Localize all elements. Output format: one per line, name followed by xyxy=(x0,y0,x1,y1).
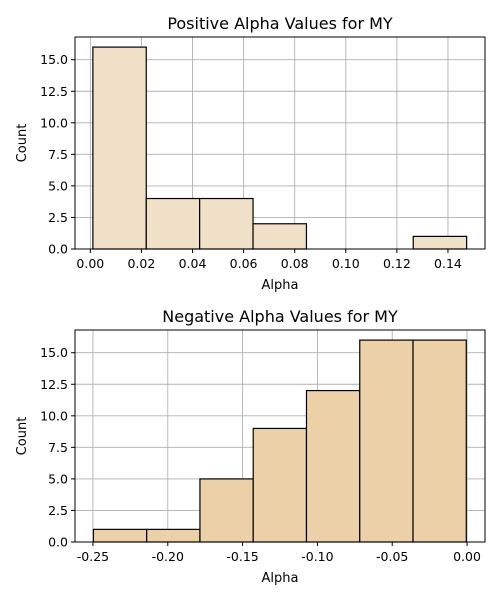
chart-1-x-tick-label: 0.14 xyxy=(434,256,462,271)
chart-1: 0.00 0.02 0.04 0.06 0.08 0.10 0.12 0.14 0.0 2.5 5.… xyxy=(15,14,486,293)
chart-2-y-tick-label: 12.5 xyxy=(40,377,68,392)
chart-2-bar xyxy=(146,528,201,543)
chart-2-x-tick-label: -0.10 xyxy=(301,549,333,564)
chart-2-bar xyxy=(199,478,254,543)
chart-2-bar xyxy=(359,339,414,543)
chart-1-bar xyxy=(92,46,147,250)
chart-2-y-axis-label: Count xyxy=(15,417,30,456)
chart-1-bar xyxy=(199,197,254,250)
chart-1-x-tick-label: 0.10 xyxy=(332,256,360,271)
chart-2-title: Negative Alpha Values for MY xyxy=(162,307,398,326)
chart-1-x-tick-label: 0.06 xyxy=(230,256,258,271)
chart-2-y-tick-label: 2.5 xyxy=(48,503,68,518)
chart-2-y-tick-label: 7.5 xyxy=(48,440,68,455)
chart-1-y-axis-label: Count xyxy=(15,124,30,163)
chart-1-y-tick-label: 10.0 xyxy=(40,115,68,130)
chart-2-y-tick-label: 0.0 xyxy=(48,535,68,550)
chart-1-y-tick-label: 12.5 xyxy=(40,84,68,99)
chart-1-axes-frame xyxy=(74,36,486,250)
chart-1-bar xyxy=(252,223,308,250)
chart-1-y-tick-label: 7.5 xyxy=(48,147,68,162)
chart-2-bar xyxy=(252,427,308,543)
chart-2-axes-frame xyxy=(74,329,486,543)
chart-2-y-tick-label: 10.0 xyxy=(40,408,68,423)
chart-1-x-axis-label: Alpha xyxy=(262,278,299,293)
chart-2-bar xyxy=(412,339,467,543)
chart-1-y-tick-label: 5.0 xyxy=(48,178,68,193)
chart-2-y-tick-label: 15.0 xyxy=(40,345,68,360)
chart-1-bar xyxy=(412,235,468,250)
chart-2: -0.25 -0.20 -0.15 -0.10 -0.05 0.00 0.0 2.5 5.0 7.… xyxy=(15,307,486,586)
chart-2-bar xyxy=(92,528,148,543)
chart-1-x-tick-label: 0.00 xyxy=(76,256,104,271)
chart-1-bar xyxy=(145,197,201,250)
chart-2-x-tick-label: -0.15 xyxy=(226,549,258,564)
chart-2-x-axis-label: Alpha xyxy=(262,571,299,586)
chart-1-x-tick-label: 0.02 xyxy=(127,256,155,271)
chart-1-y-tick-label: 2.5 xyxy=(48,210,68,225)
chart-1-y-tick-label: 15.0 xyxy=(40,52,68,67)
chart-2-x-tick-label: -0.25 xyxy=(77,549,109,564)
chart-1-x-tick-label: 0.12 xyxy=(383,256,411,271)
chart-1-title: Positive Alpha Values for MY xyxy=(167,14,393,33)
chart-2-x-tick-label: -0.05 xyxy=(376,549,408,564)
chart-2-x-tick-label: -0.20 xyxy=(152,549,184,564)
chart-2-y-tick-label: 5.0 xyxy=(48,471,68,486)
chart-2-x-tick-label: 0.00 xyxy=(453,549,481,564)
chart-1-x-tick-label: 0.08 xyxy=(281,256,309,271)
chart-2-bar xyxy=(305,389,361,543)
chart-1-y-tick-label: 0.0 xyxy=(48,242,68,257)
chart-1-x-tick-label: 0.04 xyxy=(179,256,207,271)
